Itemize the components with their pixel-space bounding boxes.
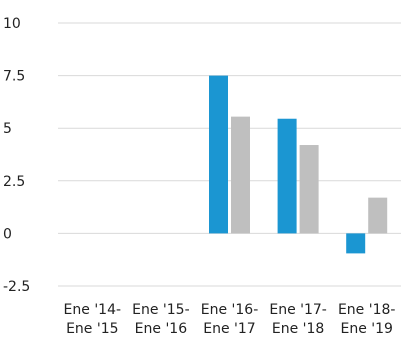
y-tick-label: 7.5 — [3, 69, 25, 85]
bar-series-1 — [346, 233, 366, 254]
x-tick-label: Ene '15-Ene '16 — [132, 302, 190, 337]
x-tick-label: Ene '17-Ene '18 — [269, 302, 327, 337]
y-tick-label: 10 — [3, 16, 21, 32]
y-tick-label: -2.5 — [3, 279, 30, 295]
y-axis-labels: 10 7.5 5 2.5 0 -2.5 — [3, 16, 30, 295]
y-tick-label: 2.5 — [3, 174, 25, 190]
x-tick-label: Ene '14-Ene '15 — [64, 302, 122, 337]
x-tick-label: Ene '16-Ene '17 — [201, 302, 259, 337]
bar-series-1 — [209, 75, 228, 234]
x-tick-label: Ene '18-Ene '19 — [338, 302, 396, 337]
y-tick-label: 0 — [3, 226, 12, 242]
x-axis-labels: Ene '14-Ene '15 Ene '15-Ene '16 Ene '16-En… — [64, 302, 396, 337]
bars-layer — [209, 75, 388, 254]
y-tick-label: 5 — [3, 121, 12, 137]
bar-series-1 — [277, 118, 297, 234]
grid-layer — [58, 22, 401, 287]
bar-series-2 — [368, 197, 388, 234]
bar-series-2 — [231, 116, 250, 234]
bar-series-2 — [299, 145, 319, 234]
